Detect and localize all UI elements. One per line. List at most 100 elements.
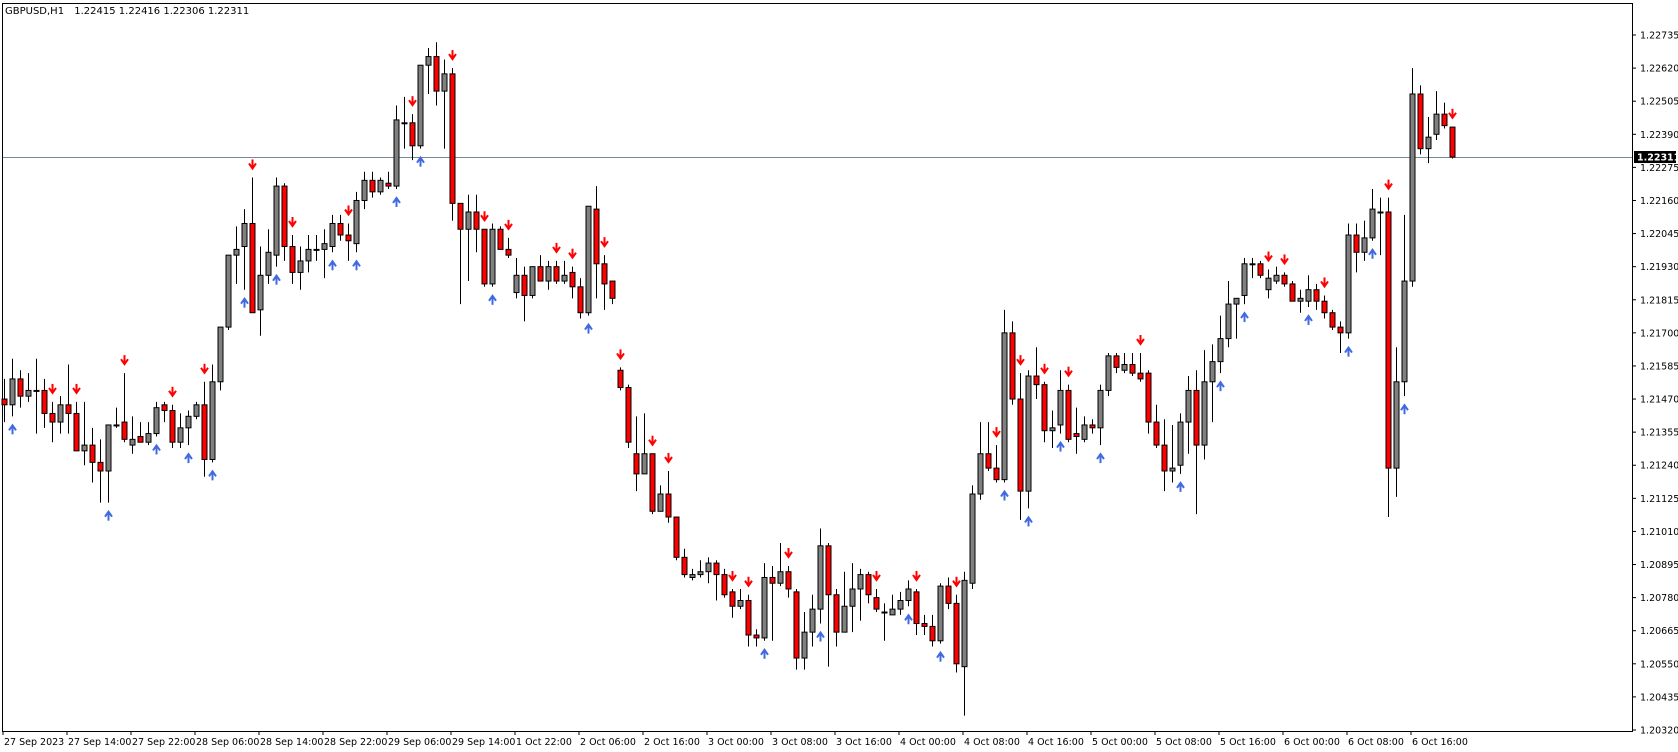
- bear-candle-body: [993, 467, 1000, 481]
- candle: [185, 410, 192, 446]
- candle: [905, 580, 912, 607]
- bear-candle-body: [1153, 421, 1160, 446]
- candle: [1169, 424, 1176, 483]
- bull-candle-body: [321, 243, 328, 250]
- plot-frame: [2, 3, 1633, 732]
- candle: [785, 565, 792, 598]
- bull-candle-body: [1001, 332, 1008, 481]
- candle: [625, 384, 632, 448]
- candle: [361, 171, 368, 210]
- candle: [921, 614, 928, 636]
- bear-candle-body: [521, 274, 528, 296]
- bear-candle-body: [497, 228, 504, 250]
- candle: [521, 266, 528, 322]
- bear-candle-body: [1041, 384, 1048, 432]
- candle: [529, 266, 536, 299]
- bear-candle-body: [161, 404, 168, 412]
- bear-candle-body: [281, 185, 288, 248]
- price-tick-label: 1.20320: [1640, 726, 1678, 737]
- candle: [97, 439, 104, 503]
- down-arrow-icon: [728, 570, 737, 582]
- time-tick-label: 29 Sep 14:00: [452, 737, 515, 748]
- candle: [1193, 370, 1200, 515]
- bull-candle-body: [1369, 208, 1376, 239]
- up-arrow-icon: [392, 196, 401, 207]
- candle: [569, 266, 576, 299]
- bull-candle-body: [217, 326, 224, 383]
- bear-candle-body: [1033, 375, 1040, 386]
- bull-candle-body: [305, 248, 312, 262]
- candle: [273, 177, 280, 267]
- price-axis[interactable]: 1.22735 1.22620 1.22505 1.22390 1.22275 1.221…: [1632, 31, 1678, 737]
- time-axis[interactable]: 27 Sep 2023 27 Sep 14:00 27 Sep 22:00 28 Se…: [2, 731, 1468, 748]
- candle: [961, 571, 968, 716]
- up-arrow-icon: [328, 259, 337, 271]
- candle: [769, 565, 776, 641]
- bull-candle-body: [1233, 297, 1240, 305]
- bull-candle-body: [1401, 280, 1408, 383]
- bear-candle-body: [601, 263, 608, 285]
- bull-candle-body: [113, 424, 120, 427]
- up-arrow-icon: [184, 452, 193, 464]
- bull-candle-body: [841, 605, 848, 633]
- price-tick-label: 1.21125: [1640, 494, 1678, 505]
- candle: [1337, 321, 1344, 354]
- down-arrow-icon: [200, 363, 209, 375]
- bear-candle-body: [1449, 126, 1456, 158]
- down-arrow-icon: [912, 570, 921, 582]
- bear-candle-body: [1129, 364, 1136, 374]
- bull-candle-body: [417, 64, 424, 147]
- bull-candle-body: [393, 119, 400, 187]
- down-arrow-icon: [72, 383, 81, 395]
- candle: [57, 396, 64, 434]
- candle: [1385, 197, 1392, 518]
- candle: [841, 571, 848, 633]
- candle: [1153, 404, 1160, 448]
- bear-candle-body: [1417, 93, 1424, 150]
- time-tick-label: 2 Oct 16:00: [644, 737, 700, 748]
- candle: [705, 557, 712, 584]
- bear-candle-body: [593, 208, 600, 265]
- candle: [817, 528, 824, 624]
- candle: [425, 47, 432, 94]
- candle: [1177, 413, 1184, 474]
- candle: [257, 246, 264, 336]
- bull-candle-body: [1409, 93, 1416, 282]
- candle: [473, 194, 480, 253]
- candle: [505, 237, 512, 259]
- candle: [153, 401, 160, 437]
- bull-candle-body: [1273, 274, 1280, 282]
- bull-candle-body: [849, 588, 856, 607]
- bull-candle-body: [905, 588, 912, 601]
- up-arrow-icon: [816, 630, 825, 642]
- candle: [945, 577, 952, 610]
- candle: [73, 401, 80, 452]
- bear-candle-body: [729, 591, 736, 607]
- bull-candle-body: [441, 73, 448, 92]
- down-arrow-icon: [1136, 335, 1145, 346]
- bear-candle-body: [65, 404, 72, 414]
- down-arrow-icon: [1448, 108, 1457, 120]
- candle: [1073, 407, 1080, 454]
- bull-candle-body: [801, 631, 808, 659]
- bear-candle-body: [1353, 234, 1360, 253]
- bull-candle-body: [897, 599, 904, 610]
- price-tick-label: 1.22505: [1640, 97, 1678, 108]
- price-tick-label: 1.22045: [1640, 229, 1678, 240]
- candle: [489, 223, 496, 287]
- candle: [1065, 384, 1072, 443]
- bear-candle-body: [1137, 372, 1144, 380]
- bull-candle-body: [1177, 421, 1184, 466]
- bear-candle-body: [505, 248, 512, 256]
- bull-candle-body: [641, 453, 648, 475]
- up-arrow-icon: [1096, 452, 1105, 464]
- up-arrow-icon: [1000, 489, 1009, 501]
- price-tick-label: 1.22620: [1640, 64, 1678, 75]
- bull-candle-body: [1241, 263, 1248, 296]
- time-tick-label: 27 Sep 14:00: [68, 737, 131, 748]
- bull-candle-body: [1425, 136, 1432, 150]
- candle: [1409, 68, 1416, 287]
- candle: [513, 258, 520, 299]
- candle: [1209, 344, 1216, 423]
